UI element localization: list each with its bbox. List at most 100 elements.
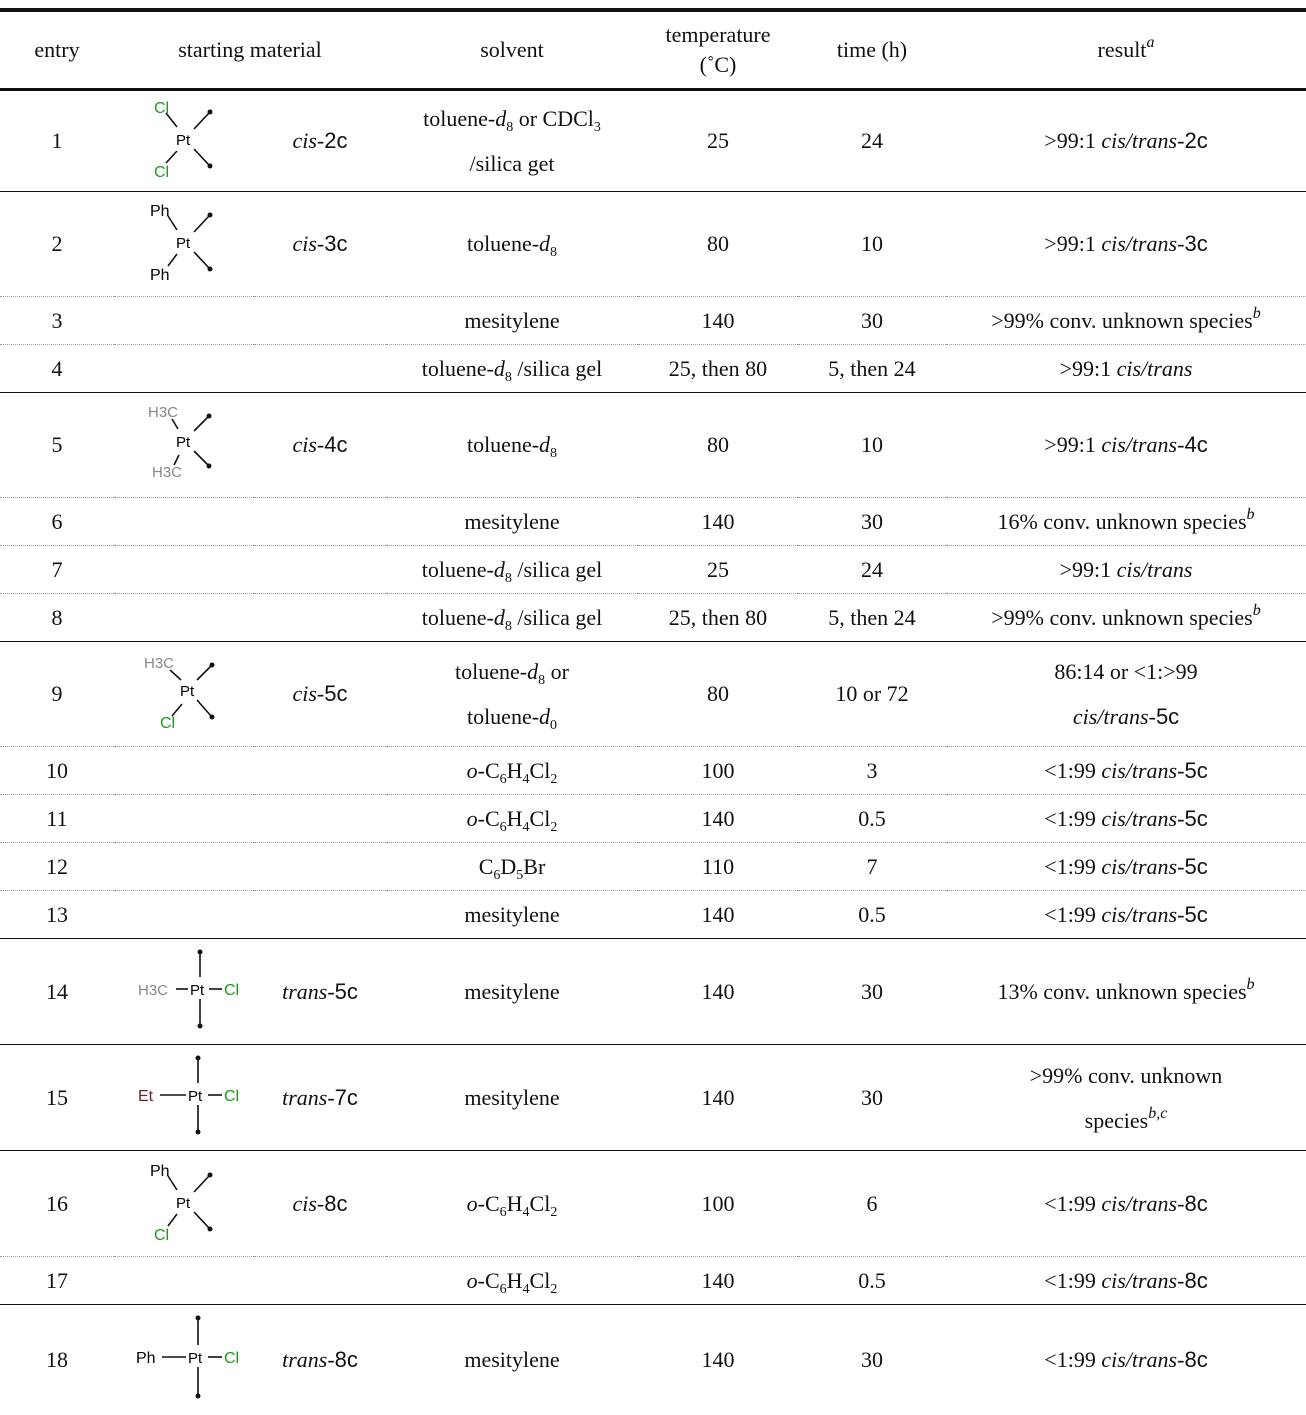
entry-cell: 9 bbox=[0, 641, 114, 747]
temperature-cell: 140 bbox=[638, 890, 798, 939]
solvent-cell: mesitylene bbox=[386, 890, 638, 939]
temperature-cell: 140 bbox=[638, 1304, 798, 1415]
svg-text:Pt: Pt bbox=[176, 434, 191, 451]
time-cell: 10 bbox=[798, 191, 946, 297]
svg-text:Cl: Cl bbox=[224, 1350, 239, 1367]
svg-text:Ph: Ph bbox=[150, 1163, 170, 1180]
solvent-cell: toluene-d8 /silica gel bbox=[386, 593, 638, 642]
table-row: 6 mesitylene 140 30 16% conv. unknown sp… bbox=[0, 497, 1306, 546]
entry-cell: 17 bbox=[0, 1256, 114, 1305]
col-result: resulta bbox=[1097, 34, 1155, 63]
result-cell: 13% conv. unknown speciesb bbox=[946, 938, 1306, 1045]
col-time: time (h) bbox=[836, 37, 908, 62]
header-row: entry starting material solvent temperat… bbox=[0, 12, 1306, 90]
structure-trans-methyl-chloro: H3C Pt Cl bbox=[114, 938, 254, 1045]
svg-text:Ph: Ph bbox=[150, 203, 170, 220]
svg-text:Pt: Pt bbox=[176, 132, 191, 149]
temperature-cell: 140 bbox=[638, 296, 798, 345]
table-row: 4 toluene-d8 /silica gel 25, then 80 5, … bbox=[0, 344, 1306, 393]
compound-label: cis-2c bbox=[254, 89, 386, 192]
col-temperature: temperature (˚C) bbox=[665, 22, 771, 77]
time-cell: 30 bbox=[798, 938, 946, 1045]
table-top-rule bbox=[0, 8, 1306, 12]
entry-cell: 10 bbox=[0, 746, 114, 795]
svg-text:H3C: H3C bbox=[148, 404, 178, 421]
temperature-cell: 25, then 80 bbox=[638, 344, 798, 393]
temperature-cell: 25 bbox=[638, 545, 798, 594]
time-cell: 0.5 bbox=[798, 1256, 946, 1305]
result-cell: >99% conv. unknown speciesb,c bbox=[946, 1044, 1306, 1151]
temperature-cell: 140 bbox=[638, 1044, 798, 1151]
table-row: 7 toluene-d8 /silica gel 25 24 >99:1 cis… bbox=[0, 545, 1306, 594]
table-row: 18 Ph Pt Cl trans-8c mesitylene 140 30 <… bbox=[0, 1304, 1306, 1415]
compound-label: cis-3c bbox=[254, 191, 386, 297]
entry-cell: 18 bbox=[0, 1304, 114, 1415]
solvent-cell: toluene-d8 or toluene-d0 bbox=[386, 641, 638, 747]
time-cell: 30 bbox=[798, 497, 946, 546]
result-cell: <1:99 cis/trans-5c bbox=[946, 746, 1306, 795]
result-cell: <1:99 cis/trans-5c bbox=[946, 794, 1306, 843]
time-cell: 24 bbox=[798, 545, 946, 594]
table-row: 12 C6D5Br 110 7 <1:99 cis/trans-5c bbox=[0, 842, 1306, 891]
svg-text:Pt: Pt bbox=[176, 1195, 191, 1212]
structure-cis-phenyl-chloro: Ph Cl Pt bbox=[114, 1150, 254, 1257]
entry-cell: 13 bbox=[0, 890, 114, 939]
time-cell: 24 bbox=[798, 89, 946, 192]
temperature-cell: 80 bbox=[638, 392, 798, 498]
table-row: 11 o-C6H4Cl2 140 0.5 <1:99 cis/trans-5c bbox=[0, 794, 1306, 843]
temperature-cell: 140 bbox=[638, 938, 798, 1045]
solvent-cell: toluene-d8 /silica gel bbox=[386, 545, 638, 594]
temperature-cell: 25, then 80 bbox=[638, 593, 798, 642]
table-row: 5 H3C H3C Pt cis-4c toluene-d8 80 10 >99… bbox=[0, 392, 1306, 498]
svg-text:Cl: Cl bbox=[224, 1088, 239, 1105]
temperature-cell: 80 bbox=[638, 641, 798, 747]
svg-text:Et: Et bbox=[138, 1088, 154, 1105]
entry-cell: 5 bbox=[0, 392, 114, 498]
entry-cell: 15 bbox=[0, 1044, 114, 1151]
table-row: 2 Ph Ph Pt cis-3c toluene-d8 80 10 >99:1… bbox=[0, 191, 1306, 297]
solvent-cell: o-C6H4Cl2 bbox=[386, 746, 638, 795]
result-cell: <1:99 cis/trans-8c bbox=[946, 1304, 1306, 1415]
result-cell: <1:99 cis/trans-5c bbox=[946, 842, 1306, 891]
entry-cell: 6 bbox=[0, 497, 114, 546]
time-cell: 5, then 24 bbox=[798, 344, 946, 393]
svg-text:H3C: H3C bbox=[144, 655, 174, 672]
svg-text:Pt: Pt bbox=[190, 982, 205, 999]
solvent-cell: toluene-d8 /silica gel bbox=[386, 344, 638, 393]
solvent-cell: toluene-d8 bbox=[386, 191, 638, 297]
svg-text:Pt: Pt bbox=[188, 1350, 203, 1367]
entry-cell: 2 bbox=[0, 191, 114, 297]
svg-text:H3C: H3C bbox=[138, 982, 168, 999]
result-cell: 16% conv. unknown speciesb bbox=[946, 497, 1306, 546]
table-row: 9 H3C Cl Pt cis-5c toluene-d8 or toluene-… bbox=[0, 641, 1306, 747]
entry-cell: 1 bbox=[0, 89, 114, 192]
reaction-table: entry starting material solvent temperat… bbox=[0, 12, 1306, 1415]
result-cell: >99:1 cis/trans-4c bbox=[946, 392, 1306, 498]
svg-text:Cl: Cl bbox=[160, 715, 175, 732]
table-row: 15 Et Pt Cl trans-7c mesitylene 140 30 >… bbox=[0, 1044, 1306, 1151]
svg-text:Ph: Ph bbox=[150, 267, 170, 284]
entry-cell: 12 bbox=[0, 842, 114, 891]
svg-text:Pt: Pt bbox=[176, 235, 191, 252]
solvent-cell: toluene-d8 or CDCl3/silica get bbox=[386, 89, 638, 192]
svg-text:Cl: Cl bbox=[154, 1227, 169, 1244]
table-row: 16 Ph Cl Pt cis-8c o-C6H4Cl2 100 6 <1:99… bbox=[0, 1150, 1306, 1257]
entry-cell: 11 bbox=[0, 794, 114, 843]
temperature-cell: 140 bbox=[638, 1256, 798, 1305]
time-cell: 10 or 72 bbox=[798, 641, 946, 747]
col-entry: entry bbox=[34, 37, 80, 62]
result-cell: >99% conv. unknown speciesb bbox=[946, 296, 1306, 345]
compound-label: cis-4c bbox=[254, 392, 386, 498]
solvent-cell: mesitylene bbox=[386, 1044, 638, 1151]
structure-trans-phenyl-chloro: Ph Pt Cl bbox=[114, 1304, 254, 1415]
entry-cell: 3 bbox=[0, 296, 114, 345]
time-cell: 10 bbox=[798, 392, 946, 498]
table-row: 13 mesitylene 140 0.5 <1:99 cis/trans-5c bbox=[0, 890, 1306, 939]
temperature-cell: 100 bbox=[638, 746, 798, 795]
time-cell: 6 bbox=[798, 1150, 946, 1257]
solvent-cell: toluene-d8 bbox=[386, 392, 638, 498]
table-row: 14 H3C Pt Cl trans-5c mesitylene 140 30 … bbox=[0, 938, 1306, 1045]
entry-cell: 8 bbox=[0, 593, 114, 642]
temperature-cell: 80 bbox=[638, 191, 798, 297]
table-row: 10 o-C6H4Cl2 100 3 <1:99 cis/trans-5c bbox=[0, 746, 1306, 795]
